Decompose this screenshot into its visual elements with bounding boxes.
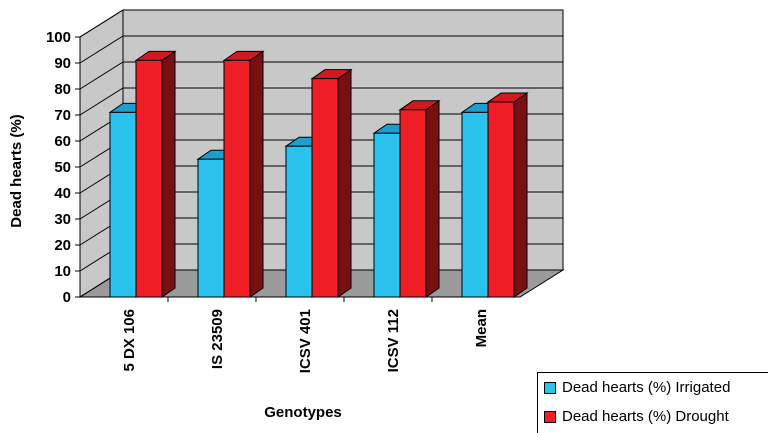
y-tick-label: 90 xyxy=(54,55,71,72)
y-axis-ticks: 0 10 20 30 40 50 60 70 80 90 100 xyxy=(46,29,80,306)
bar-drought-2 xyxy=(310,68,353,298)
bar-front xyxy=(373,132,401,298)
bar-front xyxy=(135,59,163,298)
bar-front xyxy=(285,145,313,298)
y-axis-label: Dead hearts (%) xyxy=(8,114,25,227)
bar-front xyxy=(461,111,489,298)
x-tick-label: ICSV 112 xyxy=(385,309,402,372)
bar-side xyxy=(513,92,528,298)
x-axis-label: Genotypes xyxy=(264,404,342,421)
y-tick-label: 70 xyxy=(54,107,71,124)
y-tick-label: 30 xyxy=(54,211,71,228)
gridline xyxy=(79,9,563,38)
bar-side xyxy=(337,68,352,298)
x-tick-label: 5 DX 106 xyxy=(121,309,138,372)
bar-front xyxy=(223,59,251,298)
y-tick-label: 50 xyxy=(54,159,71,176)
bar-side xyxy=(161,50,176,298)
bar-front xyxy=(399,109,427,298)
gridline xyxy=(79,87,563,116)
bar-drought-1 xyxy=(222,50,265,298)
x-tick-label: IS 23509 xyxy=(209,309,226,369)
bar-front xyxy=(109,111,137,298)
y-tick-label: 60 xyxy=(54,133,71,150)
y-tick-label: 80 xyxy=(54,81,71,98)
y-tick-label: 0 xyxy=(63,289,71,306)
x-axis-ticks: 5 DX 106 IS 23509 ICSV 401 ICSV 112 Mean xyxy=(121,297,490,373)
legend-swatch-irrigated xyxy=(544,381,556,394)
bar-front xyxy=(311,78,339,298)
gridline xyxy=(79,35,563,64)
bar-side xyxy=(249,50,264,298)
bars xyxy=(108,50,529,298)
legend: Dead hearts (%) Irrigated Dead hearts (%… xyxy=(537,372,768,433)
bar-front xyxy=(487,101,515,298)
x-tick-label: ICSV 401 xyxy=(297,309,314,373)
y-tick-label: 100 xyxy=(46,29,71,46)
bar-drought-0 xyxy=(134,50,177,298)
bar-side xyxy=(425,99,440,298)
y-tick-label: 40 xyxy=(54,185,71,202)
gridline xyxy=(79,61,563,90)
y-tick-label: 10 xyxy=(54,263,71,280)
y-tick-label: 20 xyxy=(54,237,71,254)
bar-front xyxy=(197,158,225,298)
legend-item-irrigated: Dead hearts (%) Irrigated xyxy=(544,379,730,396)
bar-drought-4 xyxy=(486,92,529,298)
legend-label-irrigated: Dead hearts (%) Irrigated xyxy=(562,379,731,396)
bar-drought-3 xyxy=(398,99,441,298)
x-tick-label: Mean xyxy=(473,309,490,347)
legend-item-drought: Dead hearts (%) Drought xyxy=(544,408,729,425)
legend-swatch-drought xyxy=(544,410,556,423)
legend-label-drought: Dead hearts (%) Drought xyxy=(562,408,729,425)
